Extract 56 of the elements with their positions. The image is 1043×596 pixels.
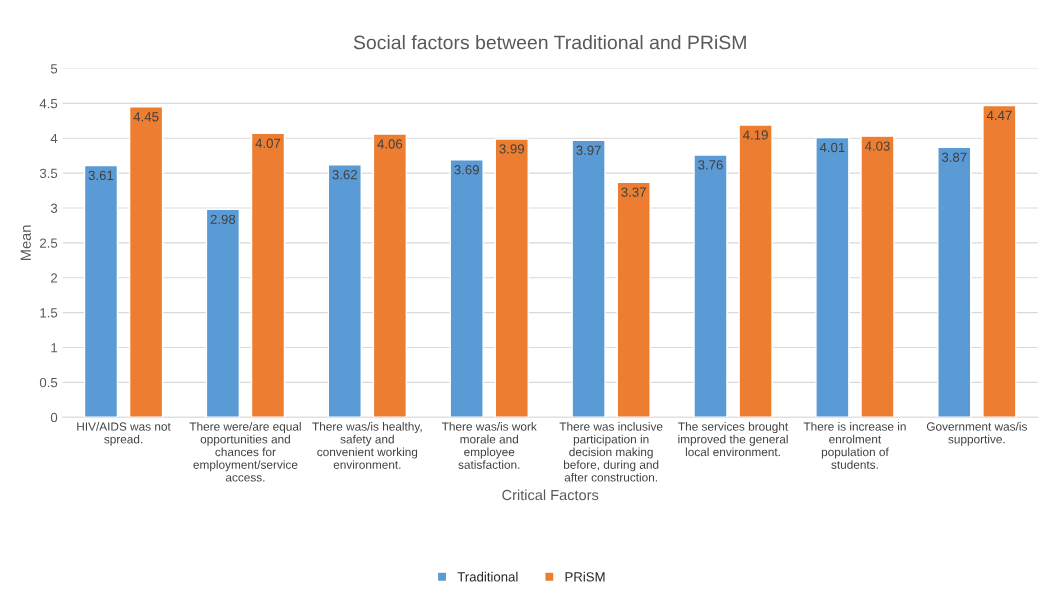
bar xyxy=(449,159,484,418)
bar xyxy=(128,106,164,418)
bar xyxy=(937,146,972,418)
data-label: 4.19 xyxy=(743,130,768,140)
bar xyxy=(205,208,241,418)
bar xyxy=(494,138,529,418)
bar xyxy=(250,132,286,418)
x-axis-title: Critical Factors xyxy=(502,489,599,501)
x-tick-label: There was/is healthy, safety and convenient working environment. xyxy=(312,422,422,469)
data-label: 4.07 xyxy=(255,138,281,148)
data-label: 4.06 xyxy=(377,139,403,149)
y-tick-label: 1 xyxy=(51,343,58,353)
data-label: 3.76 xyxy=(698,160,723,170)
bar xyxy=(616,181,651,418)
x-tick-label: Government was/is supportive. xyxy=(926,422,1027,446)
data-label: 4.01 xyxy=(819,142,845,153)
x-tick-label: There were/are equal opportunities and chances for employment/service access. xyxy=(189,422,301,482)
y-tick-label: 0.5 xyxy=(39,377,58,388)
data-label: 3.87 xyxy=(941,152,967,162)
y-tick-label: 5 xyxy=(50,64,58,74)
bar xyxy=(815,136,850,418)
y-axis-title: Mean xyxy=(20,225,31,260)
x-tick-label: There was inclusive participation in decision making before, during and after construction. xyxy=(559,422,663,482)
y-tick-label: 0 xyxy=(50,412,58,423)
data-label: 2.98 xyxy=(210,214,236,224)
bar xyxy=(860,135,895,418)
y-tick-label: 4.5 xyxy=(39,99,58,109)
data-label: 3.99 xyxy=(499,144,524,154)
y-tick-label: 1.5 xyxy=(40,308,58,318)
x-tick-label: The services brought improved the general local environment. xyxy=(678,422,789,457)
x-tick-label: HIV/AIDS was not spread. xyxy=(77,422,171,446)
y-tick-label: 2.5 xyxy=(40,238,58,248)
chart-title: Social factors between Traditional and PRiSM xyxy=(353,35,746,50)
bar xyxy=(83,164,119,418)
bar xyxy=(693,154,728,418)
bar xyxy=(372,133,408,418)
data-label: 3.69 xyxy=(454,165,479,175)
data-label: 3.97 xyxy=(576,145,601,155)
x-tick-label: There was/is work morale and employee satisfaction. xyxy=(441,422,537,469)
bar xyxy=(571,139,606,418)
y-tick-label: 3 xyxy=(50,203,58,213)
legend-label: Traditional xyxy=(457,571,518,582)
data-label: 4.47 xyxy=(986,110,1012,120)
data-label: 4.45 xyxy=(133,112,159,122)
legend-label: PRiSM xyxy=(565,571,605,582)
data-label: 3.62 xyxy=(332,170,357,180)
x-tick-label: There is increase in enrolment population of students. xyxy=(803,422,906,469)
y-tick-label: 2 xyxy=(51,273,58,283)
bar xyxy=(982,104,1017,418)
bar xyxy=(738,124,773,418)
bar xyxy=(327,164,362,418)
data-label: 3.37 xyxy=(621,187,646,197)
data-label: 3.61 xyxy=(88,170,114,181)
y-tick-label: 4 xyxy=(50,133,58,144)
data-label: 4.03 xyxy=(864,141,890,151)
y-tick-label: 3.5 xyxy=(39,168,58,179)
